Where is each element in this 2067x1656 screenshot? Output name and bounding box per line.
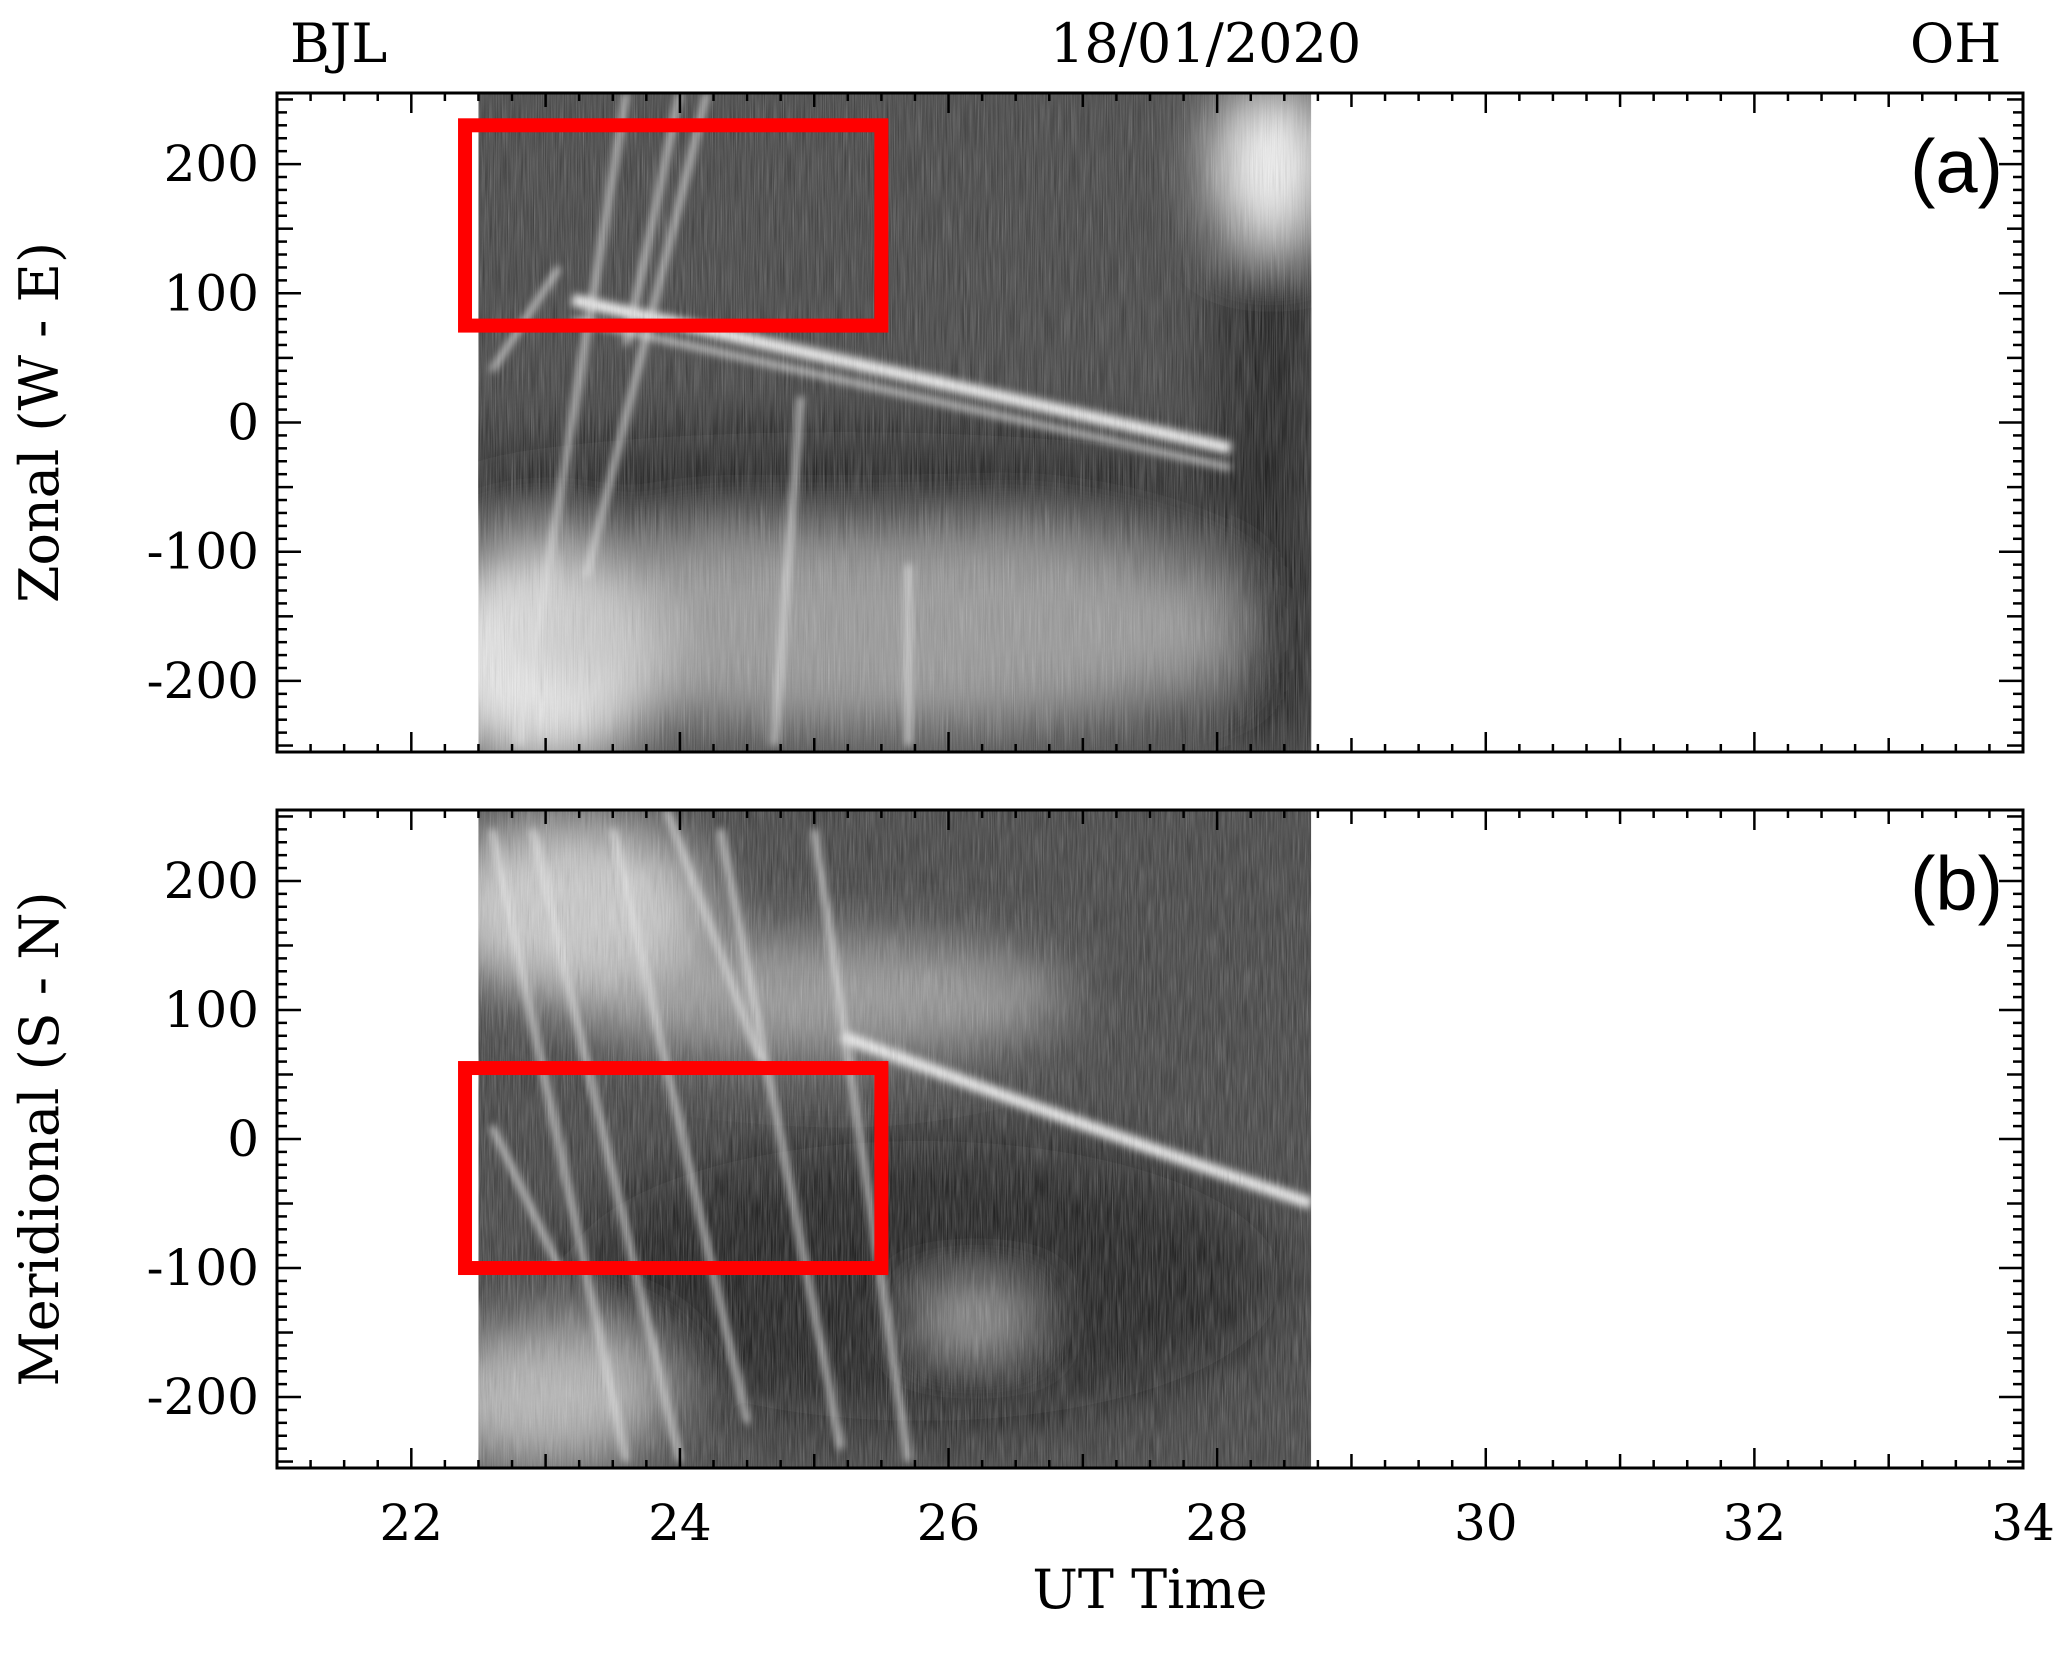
y-tick-label: 0 bbox=[227, 394, 259, 452]
meridional-highlight-box bbox=[458, 1061, 889, 1276]
x-tick-label: 32 bbox=[1723, 1494, 1787, 1552]
zonal-keogram-image bbox=[478, 93, 1312, 752]
y-tick-label: 200 bbox=[164, 852, 259, 910]
y-tick-label: 100 bbox=[164, 981, 259, 1039]
y-tick-label: -200 bbox=[147, 1368, 259, 1426]
y-tick-label: 0 bbox=[227, 1110, 259, 1168]
y-tick-label: -100 bbox=[147, 1239, 259, 1297]
zonal-panel: 200 100 0 -100 -200 (a) Zonal (W - E) bbox=[8, 91, 2025, 754]
meridional-y-tick-labels: 200 100 0 -100 -200 bbox=[147, 852, 259, 1426]
x-tick-label: 24 bbox=[648, 1494, 712, 1552]
zonal-axis-ticks bbox=[275, 93, 2025, 752]
meridional-axis-ticks bbox=[275, 810, 2025, 1468]
meridional-keogram-image bbox=[478, 810, 1312, 1468]
meridional-panel: 200 100 0 -100 -200 22 24 26 28 30 32 34 (b) Merid… bbox=[8, 808, 2055, 1621]
zonal-highlight-box bbox=[458, 118, 889, 333]
x-tick-labels: 22 24 26 28 30 32 34 bbox=[379, 1494, 2054, 1552]
x-tick-label: 28 bbox=[1185, 1494, 1249, 1552]
x-axis-title: UT Time bbox=[1032, 1558, 1267, 1621]
zonal-y-axis-title: Zonal (W - E) bbox=[8, 242, 71, 603]
zonal-y-tick-labels: 200 100 0 -100 -200 bbox=[147, 135, 259, 710]
meridional-y-axis-title: Meridional (S - N) bbox=[8, 891, 71, 1386]
panel-b-label: (b) bbox=[1910, 841, 2003, 926]
panel-a-label: (a) bbox=[1910, 124, 2003, 209]
x-tick-label: 26 bbox=[917, 1494, 981, 1552]
emission-label: OH bbox=[1910, 12, 2001, 75]
y-tick-label: -100 bbox=[147, 523, 259, 581]
date-label: 18/01/2020 bbox=[1050, 12, 1361, 75]
y-tick-label: -200 bbox=[147, 652, 259, 710]
x-tick-label: 34 bbox=[1991, 1494, 2055, 1552]
station-label: BJL bbox=[290, 12, 387, 75]
y-tick-label: 200 bbox=[164, 135, 259, 193]
x-tick-label: 22 bbox=[379, 1494, 443, 1552]
x-tick-label: 30 bbox=[1454, 1494, 1518, 1552]
y-tick-label: 100 bbox=[164, 264, 259, 322]
